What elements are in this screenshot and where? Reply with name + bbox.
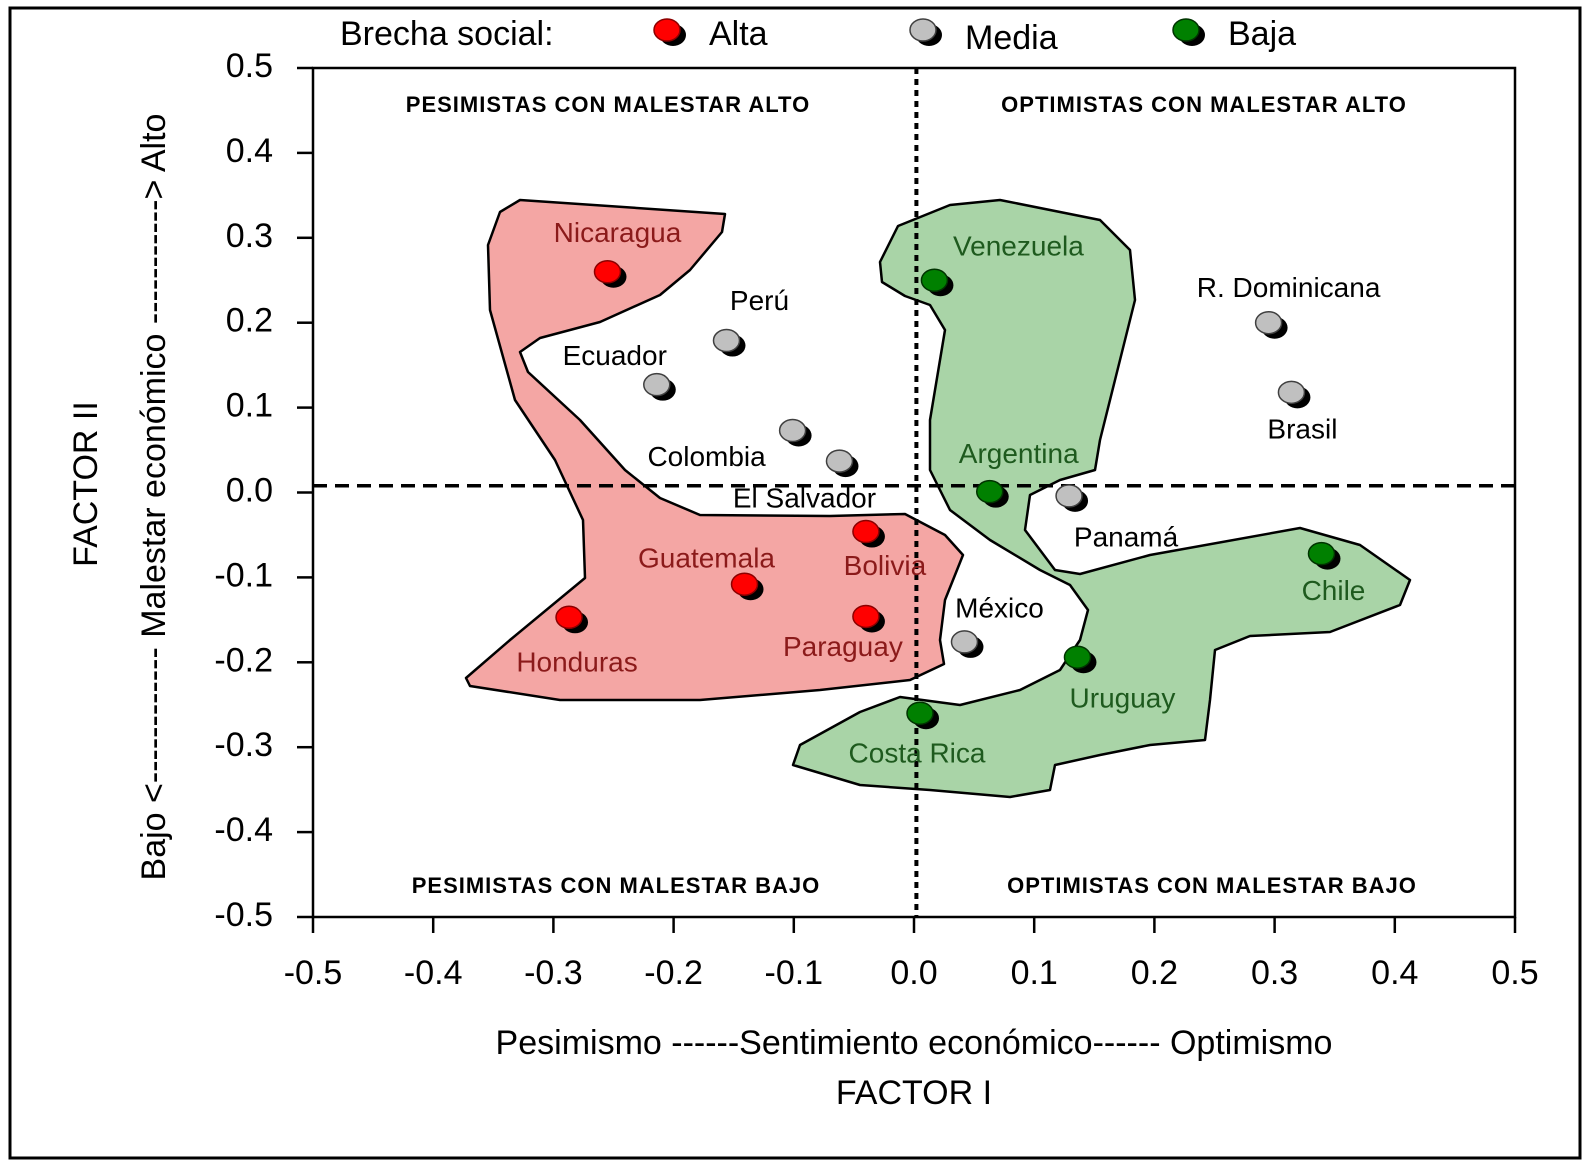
point [555, 605, 589, 634]
marker-face [920, 268, 949, 292]
marker-face [909, 18, 937, 42]
point [1055, 484, 1089, 512]
y-tick-label: 0.0 [226, 471, 273, 509]
point [643, 372, 676, 401]
y-axis-title: Bajo <------------ Malestar económico --… [135, 114, 173, 881]
point-label: Nicaragua [554, 217, 682, 248]
legend-label: Alta [709, 15, 768, 53]
point [1307, 541, 1341, 570]
point-label: El Salvador [733, 482, 876, 513]
x-tick-label: 0.5 [1491, 954, 1538, 992]
y-tick-label: 0.4 [226, 132, 273, 170]
x-tick-label: -0.2 [644, 954, 703, 992]
point-label: Ecuador [563, 340, 667, 371]
point-label: México [955, 592, 1044, 623]
legend-marker [1172, 18, 1205, 46]
y-tick-label: 0.1 [226, 387, 273, 425]
point [712, 328, 746, 357]
point-label: R. Dominicana [1197, 272, 1381, 303]
x-tick-label: 0.1 [1011, 954, 1058, 992]
x-tick-label: -0.4 [404, 954, 463, 992]
point-label: Honduras [516, 647, 637, 678]
quadrant-label: PESIMISTAS CON MALESTAR BAJO [412, 873, 821, 898]
y-tick-label: -0.5 [214, 896, 273, 934]
point [1063, 645, 1097, 674]
x-tick-label: 0.0 [890, 954, 937, 992]
point-label: Paraguay [783, 631, 903, 662]
x-tick-label: 0.2 [1131, 954, 1178, 992]
point-label: Panamá [1074, 521, 1179, 552]
marker-face [852, 604, 880, 629]
point [730, 572, 764, 601]
marker-face [730, 572, 759, 596]
point [778, 418, 812, 447]
marker-face [1277, 380, 1306, 405]
point-label: Venezuela [953, 231, 1084, 262]
legend-marker [909, 18, 942, 46]
marker-face [555, 605, 583, 630]
marker-face [712, 328, 741, 353]
point [906, 701, 940, 730]
point [1254, 310, 1288, 339]
x-axis-title: Pesimismo ------Sentimiento económico---… [496, 1024, 1333, 1062]
y-tick-label: -0.1 [214, 556, 273, 594]
point-label: Bolivia [844, 550, 927, 581]
y-tick-label: -0.3 [214, 726, 273, 764]
legend-label: Baja [1228, 15, 1296, 53]
marker-face [1172, 18, 1200, 42]
marker-face [1055, 484, 1083, 508]
quadrant-label: PESIMISTAS CON MALESTAR ALTO [406, 92, 810, 117]
quadrant-label: OPTIMISTAS CON MALESTAR BAJO [1007, 873, 1417, 898]
region-baja [791, 198, 1412, 799]
marker-face [825, 449, 854, 473]
marker-face [1307, 541, 1336, 566]
y-tick-label: -0.4 [214, 811, 273, 849]
legend-title: Brecha social: [340, 15, 554, 53]
point [1277, 380, 1311, 409]
point [852, 604, 885, 633]
marker-face [778, 418, 807, 443]
legend-label: Media [965, 19, 1058, 57]
point-label: Colombia [647, 441, 766, 472]
marker-face [1254, 310, 1283, 335]
point-label: Argentina [959, 438, 1079, 469]
y-tick-label: -0.2 [214, 641, 273, 679]
point [975, 479, 1009, 508]
quadrant-label: OPTIMISTAS CON MALESTAR ALTO [1001, 92, 1407, 117]
point-label: Perú [730, 285, 789, 316]
point [950, 630, 984, 658]
marker-face [975, 479, 1004, 504]
y-tick-label: 0.5 [226, 47, 273, 85]
point-label: Chile [1302, 575, 1366, 606]
y-tick-label: 0.3 [226, 217, 273, 255]
marker-face [593, 260, 622, 284]
x-tick-label: -0.3 [524, 954, 583, 992]
point [920, 268, 954, 297]
marker-face [653, 18, 681, 42]
marker-face [643, 372, 671, 397]
legend-marker [653, 18, 686, 46]
point [852, 519, 885, 548]
marker-face [950, 630, 979, 654]
point-label: Guatemala [638, 543, 775, 574]
y-tick-label: 0.2 [226, 302, 273, 340]
point [825, 449, 859, 478]
x-tick-label: -0.5 [284, 954, 343, 992]
x-tick-label: 0.3 [1251, 954, 1298, 992]
point-label: Uruguay [1070, 683, 1176, 714]
marker-face [852, 519, 880, 544]
marker-face [1063, 645, 1092, 669]
point-label: Costa Rica [849, 738, 986, 769]
point [593, 260, 627, 288]
x-axis-subtitle: FACTOR I [836, 1074, 992, 1112]
region-alta [464, 198, 965, 702]
x-tick-label: -0.1 [765, 954, 824, 992]
x-tick-label: 0.4 [1371, 954, 1418, 992]
y-axis-subtitle: FACTOR II [67, 401, 105, 567]
marker-face [906, 701, 934, 725]
point-label: Brasil [1267, 414, 1337, 445]
